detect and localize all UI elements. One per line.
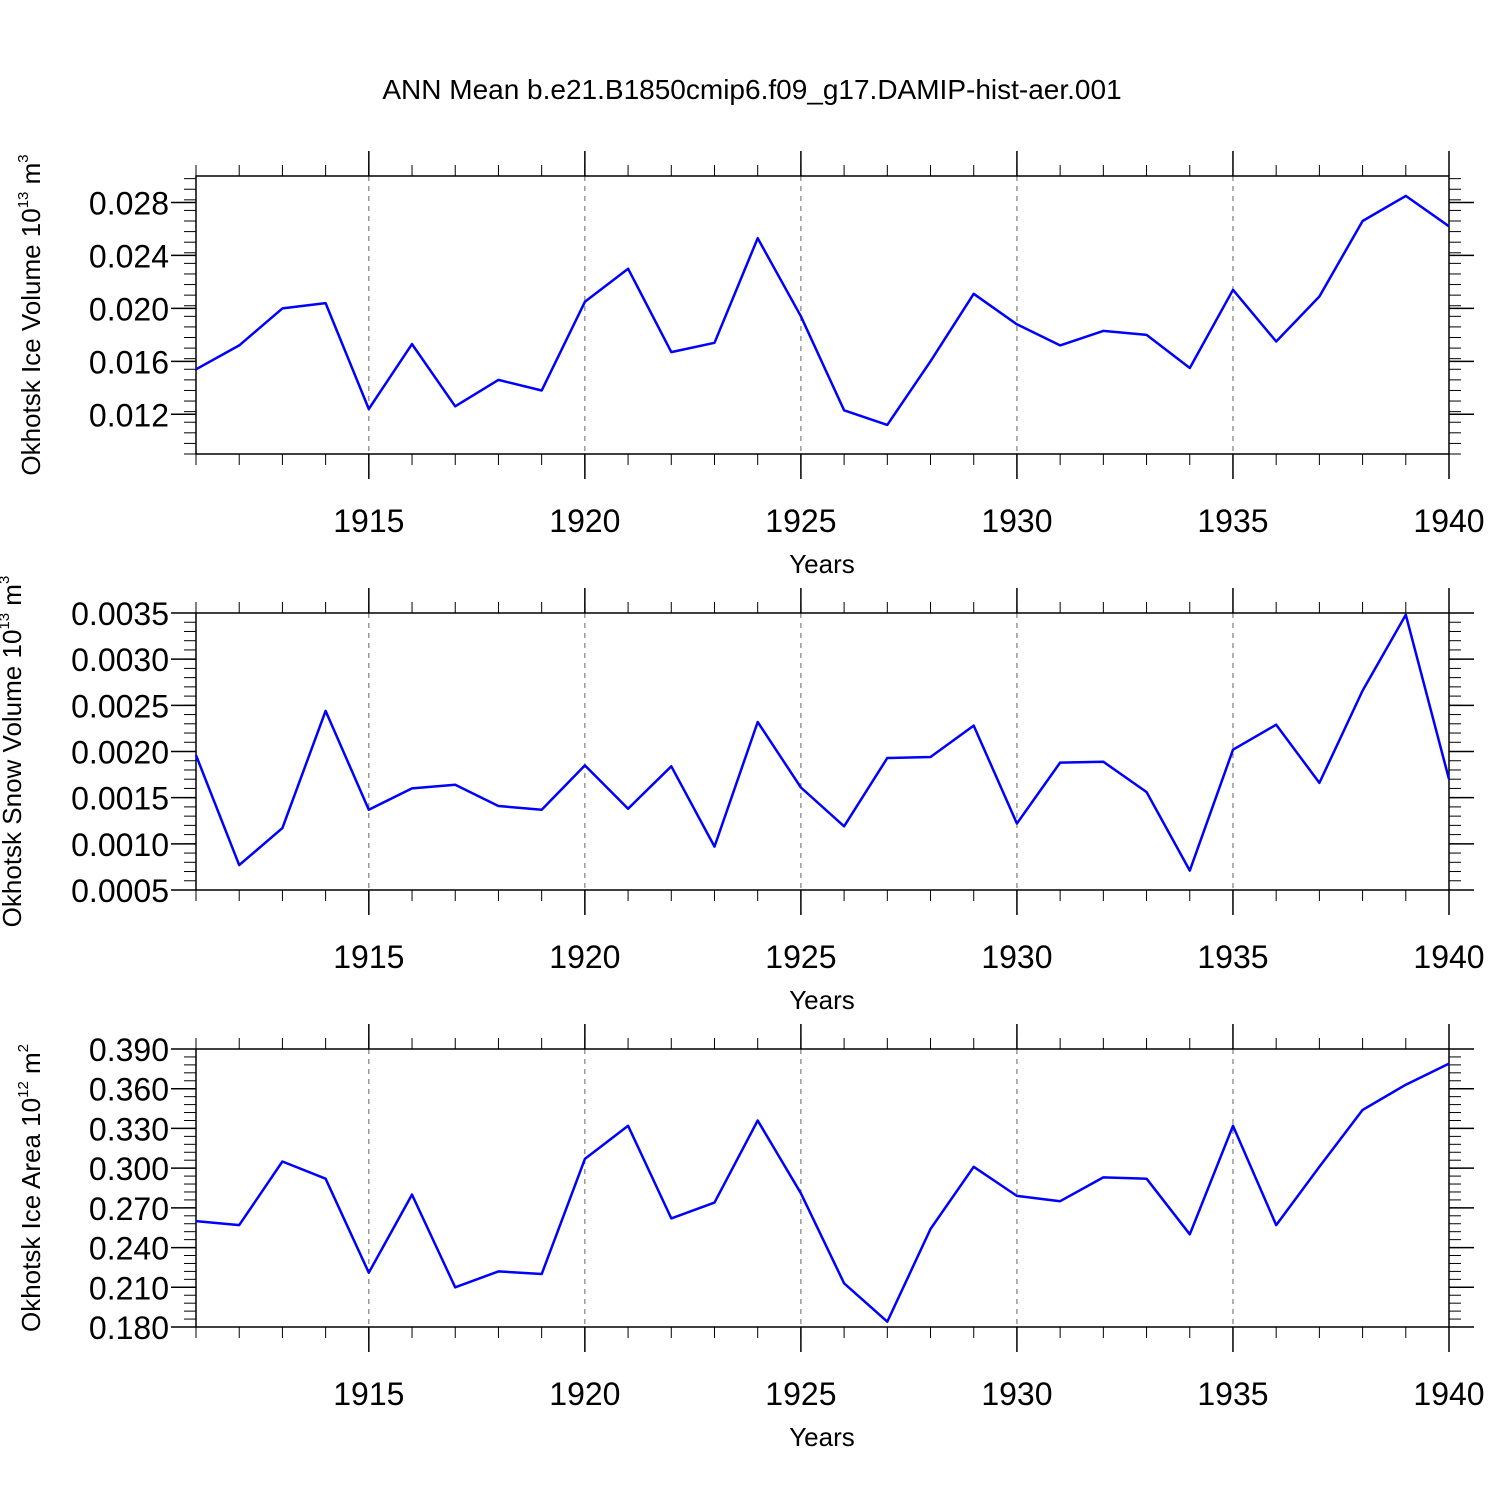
y-axis-label-unit: m	[16, 163, 46, 192]
x-tick-label: 1925	[765, 939, 836, 975]
series-line	[195, 1062, 1450, 1323]
x-tick-label: 1930	[981, 1376, 1052, 1412]
y-axis-label: Okhotsk Ice Area 1012 m2	[15, 1044, 46, 1332]
x-tick-label: 1935	[1197, 503, 1268, 539]
x-tick-label: 1915	[333, 1376, 404, 1412]
y-tick-label: 0.016	[89, 344, 169, 380]
x-tick-label: 1940	[1413, 1376, 1484, 1412]
x-tick-label: 1935	[1197, 1376, 1268, 1412]
y-axis-label-unit: m	[0, 584, 27, 613]
y-tick-label: 0.330	[89, 1111, 169, 1147]
x-tick-label: 1940	[1413, 503, 1484, 539]
x-tick-label: 1915	[333, 939, 404, 975]
x-tick-label: 1920	[549, 503, 620, 539]
y-tick-label: 0.300	[89, 1151, 169, 1187]
y-axis-label-text: Okhotsk Ice Volume 10	[16, 208, 46, 475]
y-axis-label-unit-exponent: 3	[0, 576, 13, 584]
y-axis-label-exponent: 13	[15, 192, 32, 209]
figure-title: ANN Mean b.e21.B1850cmip6.f09_g17.DAMIP-…	[382, 74, 1121, 105]
x-tick-label: 1915	[333, 503, 404, 539]
x-tick-label: 1920	[549, 1376, 620, 1412]
y-tick-label: 0.0020	[71, 735, 169, 771]
y-tick-label: 0.024	[89, 238, 169, 274]
snow-volume-panel: 1915 1920 1925 1930 1935 1940 0.0005 0.0010 0.00…	[0, 576, 1485, 1015]
y-tick-label: 0.360	[89, 1072, 169, 1108]
y-tick-label: 0.390	[89, 1032, 169, 1068]
plot-frame	[195, 1048, 1450, 1328]
y-tick-label: 0.0010	[71, 827, 169, 863]
y-tick-label: 0.0015	[71, 781, 169, 817]
y-axis-label: Okhotsk Ice Volume 1013 m3	[15, 154, 46, 475]
series-line	[194, 613, 1451, 872]
y-axis-label-unit-exponent: 3	[15, 154, 32, 162]
x-tick-label: 1925	[765, 1376, 836, 1412]
y-tick-label: 0.0025	[71, 688, 169, 724]
y-tick-label: 0.0030	[71, 642, 169, 678]
y-axis-label-exponent: 12	[15, 1081, 32, 1098]
x-tick-label: 1920	[549, 939, 620, 975]
series-line	[195, 194, 1450, 427]
x-tick-label: 1925	[765, 503, 836, 539]
x-tick-label: 1930	[981, 503, 1052, 539]
y-tick-label: 0.020	[89, 291, 169, 327]
y-tick-label: 0.028	[89, 185, 169, 221]
y-tick-label: 0.180	[89, 1310, 169, 1346]
x-tick-label: 1930	[981, 939, 1052, 975]
y-axis-label-unit: m	[16, 1052, 46, 1081]
y-axis-label-exponent: 13	[0, 613, 13, 630]
x-axis-label: Years	[789, 985, 855, 1015]
plot-frame	[195, 612, 1450, 891]
ice-volume-panel: 1915 1920 1925 1930 1935 1940 0.012 0.016 0.020 0…	[15, 151, 1485, 579]
x-axis-label: Years	[789, 549, 855, 579]
y-tick-label: 0.240	[89, 1231, 169, 1267]
x-tick-label: 1935	[1197, 939, 1268, 975]
y-axis-label-unit-exponent: 2	[15, 1044, 32, 1052]
y-tick-label: 0.012	[89, 397, 169, 433]
x-tick-label: 1940	[1413, 939, 1484, 975]
y-tick-label: 0.210	[89, 1270, 169, 1306]
plot-frame	[195, 175, 1450, 455]
y-axis-label-text: Okhotsk Snow Volume 10	[0, 630, 27, 928]
y-axis-label-text: Okhotsk Ice Area 10	[16, 1098, 46, 1332]
y-tick-label: 0.0035	[71, 596, 169, 632]
y-tick-label: 0.0005	[71, 873, 169, 909]
x-axis-label: Years	[789, 1422, 855, 1452]
y-axis-label: Okhotsk Snow Volume 1013 m3	[0, 576, 27, 928]
y-tick-label: 0.270	[89, 1191, 169, 1227]
